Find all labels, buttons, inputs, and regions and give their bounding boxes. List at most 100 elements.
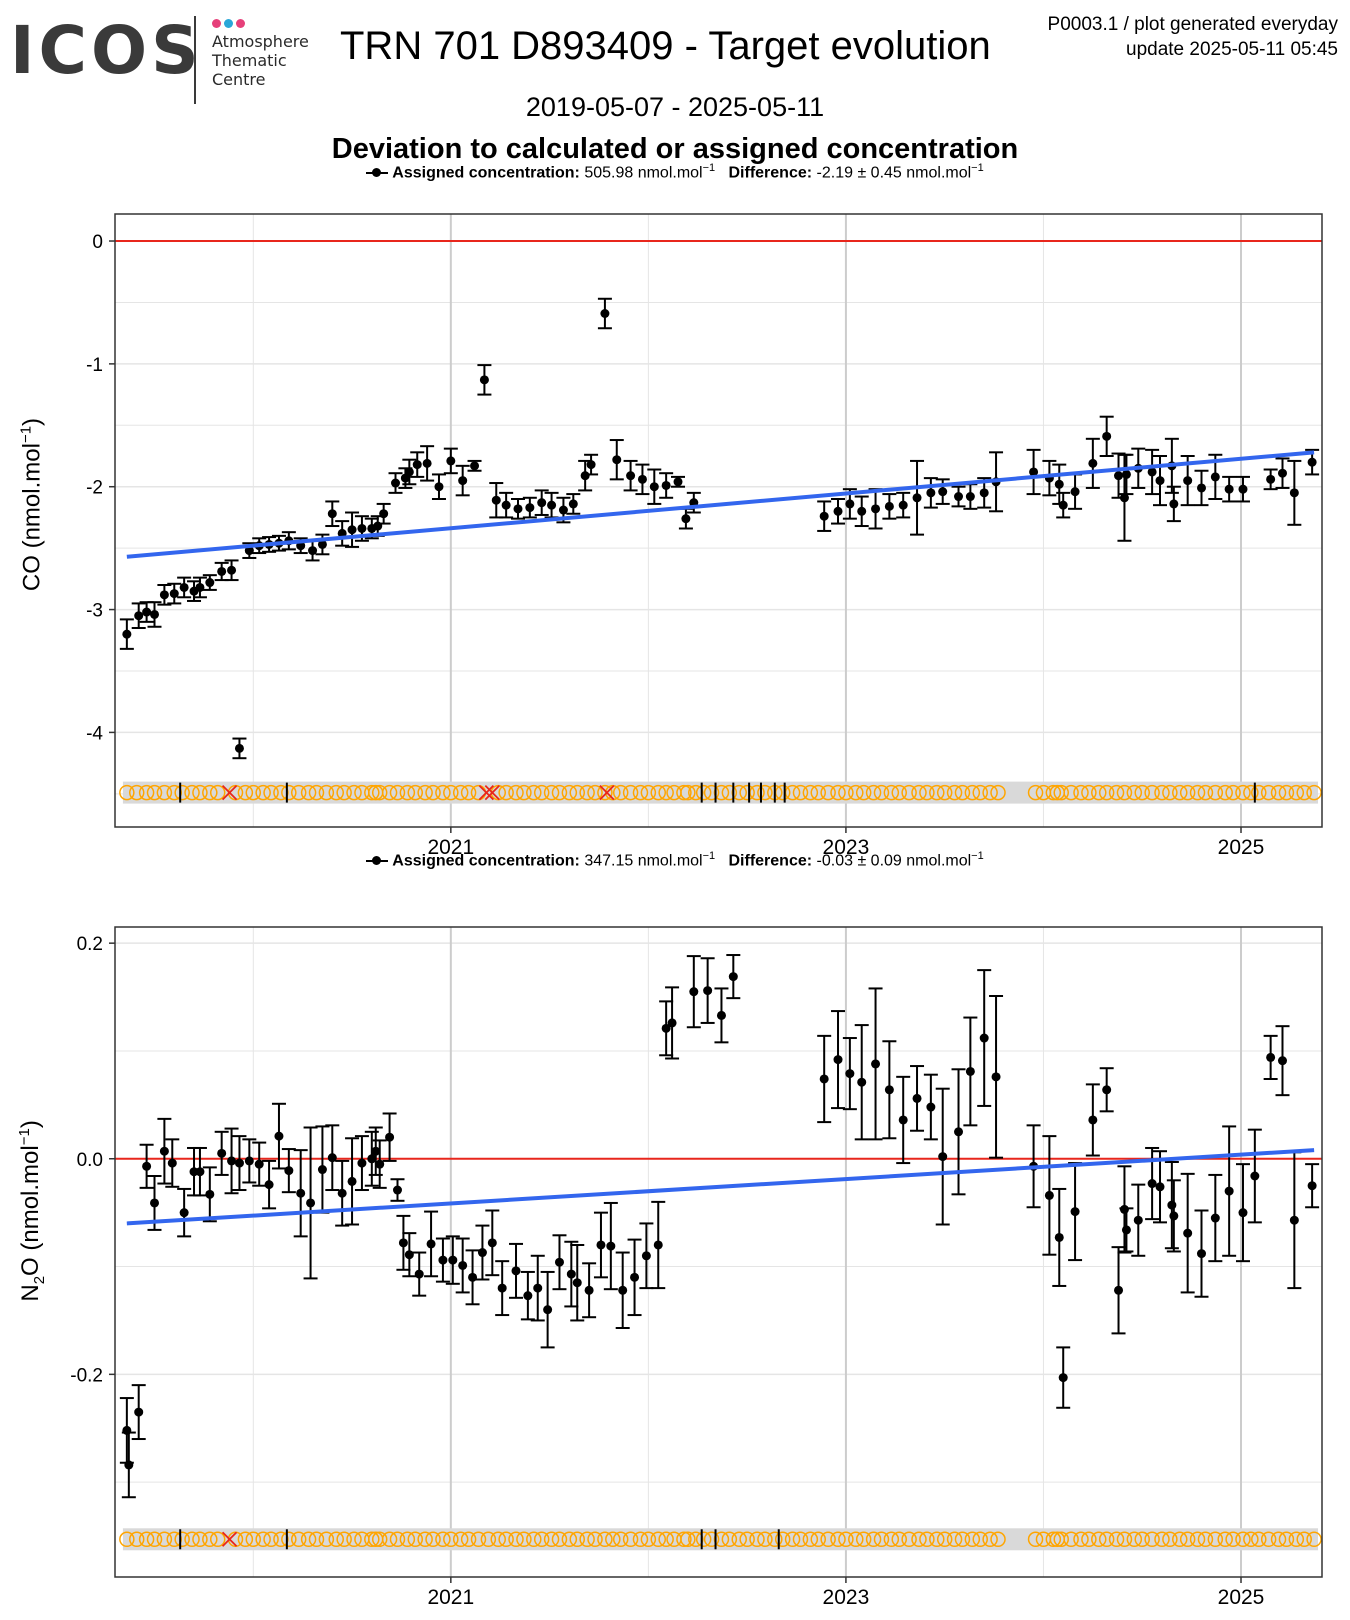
data-point <box>661 480 671 490</box>
data-point <box>1167 1200 1177 1210</box>
status-circle <box>1098 784 1115 801</box>
legend-difference-value: -0.03 ± 0.09 nmol.mol <box>816 852 972 870</box>
data-point <box>1307 1181 1317 1191</box>
x-tick-label: 2025 <box>1218 1586 1265 1609</box>
data-point <box>584 1285 594 1295</box>
status-circle <box>1260 784 1277 801</box>
logo-line-1: Atmosphere <box>212 32 309 51</box>
status-circle <box>721 1531 738 1548</box>
status-circle <box>533 784 550 801</box>
data-point <box>554 1257 564 1267</box>
data-point <box>1210 472 1220 482</box>
status-circle <box>407 1531 424 1548</box>
data-point <box>1114 1285 1124 1295</box>
data-point <box>716 1010 726 1020</box>
data-point <box>1169 1211 1179 1221</box>
data-point <box>159 1146 169 1156</box>
status-circle <box>318 1531 335 1548</box>
data-point <box>938 487 948 497</box>
status-circle <box>820 1531 836 1548</box>
status-circle <box>237 1531 254 1548</box>
data-point <box>1119 493 1129 503</box>
status-circle <box>680 1531 696 1548</box>
status-circle <box>1270 784 1287 801</box>
legend-difference-value: -2.19 ± 0.45 nmol.mol <box>816 164 972 182</box>
status-circle <box>1270 1531 1287 1548</box>
data-point <box>641 1251 651 1261</box>
data-point <box>1266 474 1276 484</box>
status-circle <box>1162 784 1178 801</box>
status-circle <box>1189 1531 1206 1548</box>
status-circle <box>820 784 836 801</box>
status-circle <box>1081 1531 1097 1548</box>
data-point <box>227 565 237 575</box>
status-circle <box>435 784 451 801</box>
data-point <box>414 1269 424 1279</box>
data-point <box>357 1158 367 1168</box>
status-circle <box>597 784 613 801</box>
meta-line-1: P0003.1 / plot generated everyday <box>1047 14 1338 35</box>
data-point <box>264 1180 274 1190</box>
status-circle <box>1134 1531 1150 1548</box>
data-point <box>124 1460 134 1470</box>
data-point <box>673 477 683 487</box>
logo-dot-1 <box>212 19 221 28</box>
data-point <box>979 488 989 498</box>
status-circle <box>1306 784 1322 801</box>
status-circle <box>964 1531 981 1548</box>
status-circle <box>146 1531 163 1548</box>
data-point <box>244 546 254 556</box>
status-circle <box>1278 784 1295 801</box>
data-point <box>871 504 881 514</box>
data-point <box>1058 1373 1068 1383</box>
status-circle <box>883 784 900 801</box>
data-point <box>244 1156 254 1166</box>
data-point <box>134 611 144 621</box>
data-point <box>487 1238 497 1248</box>
status-circle <box>1073 1531 1089 1548</box>
status-circle <box>452 784 469 801</box>
data-point <box>347 525 357 535</box>
status-circle <box>245 1531 262 1548</box>
data-point <box>426 1239 436 1249</box>
data-point <box>523 1291 533 1301</box>
status-circle <box>919 784 935 801</box>
data-point <box>1183 1228 1193 1238</box>
status-circle <box>138 1531 155 1548</box>
data-point <box>1133 1215 1143 1225</box>
status-circle <box>901 1531 917 1548</box>
status-circle <box>543 1531 560 1548</box>
status-circle <box>336 784 352 801</box>
status-circle <box>543 784 560 801</box>
status-circle <box>650 1531 666 1548</box>
data-point <box>558 505 568 515</box>
status-circle <box>281 1531 297 1548</box>
data-point <box>1266 1052 1276 1062</box>
data-point <box>1224 484 1234 494</box>
status-circle <box>300 1531 317 1548</box>
status-circle <box>1126 1531 1143 1548</box>
data-point <box>566 1269 576 1279</box>
status-circle <box>632 784 649 801</box>
data-point <box>884 1085 894 1095</box>
data-point <box>612 455 622 465</box>
status-circle <box>1144 1531 1160 1548</box>
data-point <box>1147 1179 1157 1189</box>
status-circle <box>1134 784 1150 801</box>
status-circle <box>1162 1531 1178 1548</box>
data-point <box>227 1156 237 1166</box>
status-circle <box>1278 1531 1295 1548</box>
data-point <box>404 1250 414 1260</box>
status-circle <box>703 1531 720 1548</box>
data-point <box>1147 467 1157 477</box>
status-circle <box>452 1531 469 1548</box>
logo-dots <box>212 15 248 33</box>
data-point <box>167 1158 177 1168</box>
status-circle <box>936 784 953 801</box>
chart-subtitle: Deviation to calculated or assigned conc… <box>331 133 1019 165</box>
data-point <box>954 492 964 502</box>
status-circle <box>612 784 629 801</box>
data-point <box>205 1189 215 1199</box>
status-cross <box>478 784 495 801</box>
logo-caption: Atmosphere Thematic Centre <box>212 32 309 89</box>
